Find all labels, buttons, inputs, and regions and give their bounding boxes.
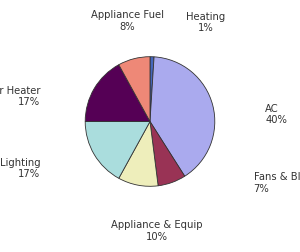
Wedge shape <box>150 57 154 121</box>
Text: AC
40%: AC 40% <box>265 104 287 125</box>
Text: Appliance Fuel
8%: Appliance Fuel 8% <box>91 10 164 31</box>
Wedge shape <box>119 121 158 186</box>
Text: Appliance & Equip
10%: Appliance & Equip 10% <box>112 220 203 242</box>
Text: Lighting
17%: Lighting 17% <box>0 158 40 179</box>
Wedge shape <box>150 57 215 176</box>
Wedge shape <box>150 121 185 186</box>
Wedge shape <box>85 65 150 121</box>
Text: Water Heater
17%: Water Heater 17% <box>0 85 40 107</box>
Text: Fans & Blowers
7%: Fans & Blowers 7% <box>254 172 300 194</box>
Wedge shape <box>119 57 150 121</box>
Wedge shape <box>85 121 150 178</box>
Text: Heating
1%: Heating 1% <box>186 12 225 33</box>
